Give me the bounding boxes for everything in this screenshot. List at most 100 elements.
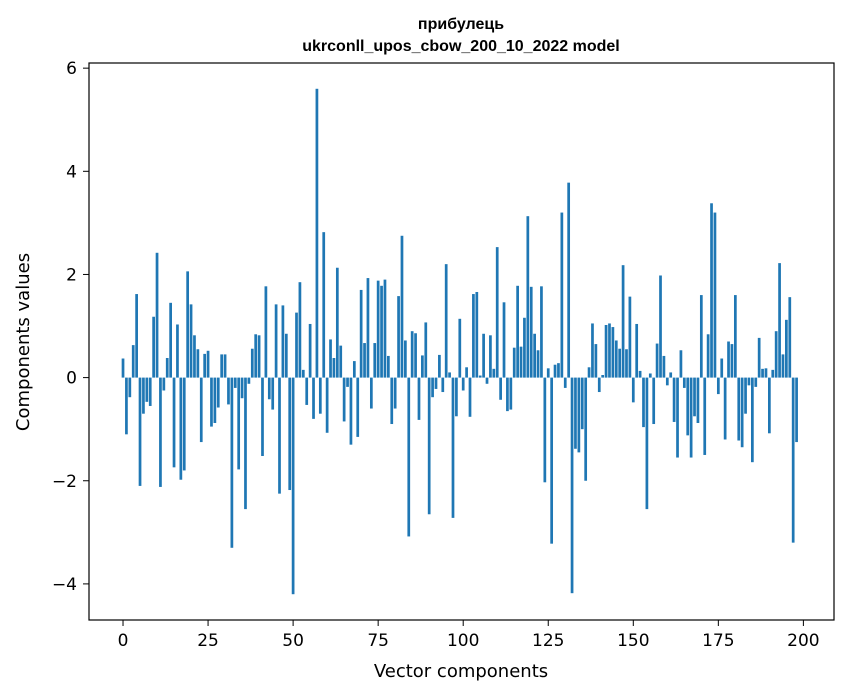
bar	[312, 377, 315, 419]
bar	[492, 368, 496, 378]
bar	[611, 327, 615, 378]
bar	[172, 377, 176, 468]
bar	[761, 368, 764, 378]
bar	[193, 335, 196, 378]
bar	[604, 325, 608, 378]
x-tick-label: 200	[787, 631, 819, 651]
bar	[461, 377, 465, 391]
bar	[727, 341, 730, 378]
bar	[669, 372, 673, 378]
bar	[737, 377, 741, 441]
bar	[720, 358, 724, 378]
bar	[689, 377, 693, 458]
bar	[628, 296, 632, 378]
bar	[363, 343, 366, 378]
bar	[257, 335, 261, 378]
bar	[346, 377, 349, 387]
bar	[655, 343, 659, 378]
chart-title-line2: ukrconll_upos_cbow_200_10_2022 model	[302, 38, 619, 55]
bar	[271, 377, 275, 410]
bar	[523, 317, 526, 378]
bar	[495, 247, 499, 378]
bar	[679, 350, 683, 378]
bar	[580, 377, 584, 430]
bar	[233, 377, 237, 388]
bar	[284, 333, 288, 378]
bar	[618, 348, 622, 378]
bar	[659, 275, 662, 378]
bar	[281, 305, 285, 378]
bar	[597, 377, 601, 393]
bar	[434, 377, 438, 389]
y-tick-label: 2	[66, 265, 77, 285]
bar	[373, 343, 377, 378]
bar	[652, 377, 656, 425]
bar	[696, 377, 700, 423]
bar	[744, 377, 747, 414]
bar	[366, 278, 370, 378]
bar	[533, 333, 536, 378]
bar	[682, 377, 686, 388]
bar	[723, 377, 727, 440]
bar	[186, 271, 190, 378]
bar	[342, 377, 346, 422]
bar	[380, 285, 383, 378]
bar	[482, 333, 485, 378]
x-tick-label: 50	[282, 631, 304, 651]
bar	[135, 294, 138, 378]
bar	[587, 367, 591, 378]
bar	[240, 377, 244, 399]
bar	[179, 377, 183, 480]
x-tick-label: 75	[367, 631, 389, 651]
bar	[196, 349, 200, 378]
bar	[444, 264, 448, 378]
bar	[155, 252, 159, 378]
bar	[475, 291, 479, 378]
bar	[438, 354, 441, 378]
bar	[339, 345, 343, 378]
bar	[220, 354, 224, 378]
bar	[455, 377, 458, 417]
bar	[608, 323, 611, 378]
bar	[298, 282, 302, 378]
bar	[417, 377, 421, 420]
bar	[716, 377, 720, 395]
bar	[332, 358, 336, 378]
bar	[182, 377, 186, 471]
bar	[335, 267, 339, 378]
bar	[274, 304, 278, 378]
bar	[349, 377, 353, 445]
bar	[414, 333, 417, 378]
bar	[162, 377, 166, 391]
bar	[261, 377, 264, 456]
y-tick-label: 6	[66, 59, 77, 79]
bar	[369, 377, 373, 409]
bar	[509, 377, 513, 410]
bar	[577, 377, 581, 453]
plot-frame	[88, 62, 835, 621]
y-tick-label: 4	[66, 162, 77, 182]
bar	[189, 304, 193, 378]
bar	[427, 377, 431, 515]
bar	[329, 339, 332, 378]
bar	[288, 377, 292, 491]
x-ticks: 0 25 50 75 100 125 150 175 200	[118, 620, 820, 651]
bar	[553, 364, 557, 378]
bar	[267, 377, 271, 400]
bar	[560, 212, 564, 378]
bar	[244, 377, 247, 510]
bar	[703, 377, 707, 455]
bar	[489, 335, 492, 378]
bar	[176, 324, 179, 378]
bar	[315, 88, 319, 378]
bar	[254, 334, 258, 378]
bar	[686, 377, 690, 436]
x-tick-label: 25	[197, 631, 219, 651]
bar	[152, 316, 155, 378]
bar	[390, 377, 394, 425]
bar	[352, 361, 356, 378]
bar	[237, 377, 241, 470]
bar	[230, 377, 234, 548]
bar	[591, 323, 594, 378]
bar	[730, 344, 734, 378]
